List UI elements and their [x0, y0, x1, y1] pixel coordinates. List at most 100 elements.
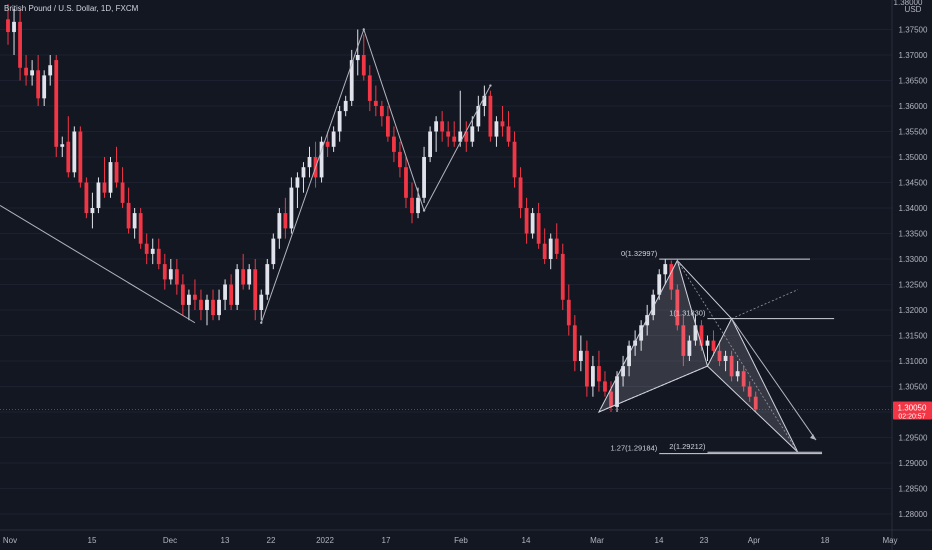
candle — [488, 95, 493, 137]
candle — [741, 371, 746, 387]
candle — [735, 371, 740, 377]
candle — [470, 126, 475, 142]
candle — [295, 177, 300, 188]
candle — [542, 243, 547, 259]
candle — [187, 294, 191, 305]
fib-level-label: 2(1.29212) — [669, 442, 706, 451]
candle-series — [6, 4, 758, 412]
harmonic-triangle-xab — [597, 259, 709, 413]
candle — [723, 355, 728, 361]
candle — [452, 136, 457, 142]
fib-level-label: 1.27(1.29184) — [611, 444, 658, 453]
price-axis-tick: 1.34000 — [899, 204, 928, 213]
price-axis-tick: 1.35000 — [899, 153, 928, 162]
candle — [307, 157, 312, 168]
candle — [289, 187, 294, 229]
pattern-dotted-leg — [676, 260, 799, 453]
candle — [217, 299, 221, 316]
candle — [476, 106, 481, 127]
candle — [603, 381, 607, 392]
time-axis-tick: 18 — [821, 536, 830, 545]
candle — [120, 182, 125, 203]
candle — [277, 213, 282, 239]
candle — [524, 208, 529, 234]
candle — [548, 238, 553, 259]
candle — [681, 325, 686, 356]
candle — [584, 350, 589, 387]
candle — [500, 121, 505, 127]
candle — [554, 238, 559, 254]
candle — [699, 325, 704, 346]
candle — [54, 60, 59, 147]
candle — [705, 340, 710, 346]
candle — [373, 100, 378, 106]
current-price-countdown: 02:20:57 — [898, 413, 925, 420]
price-axis-tick: 1.35500 — [899, 128, 928, 137]
price-axis-tick: 1.28500 — [899, 485, 928, 494]
candle — [199, 299, 203, 310]
candle — [259, 294, 264, 310]
candle — [512, 141, 517, 178]
candle — [446, 131, 451, 137]
candle — [506, 126, 511, 142]
candle — [265, 264, 270, 295]
candle — [663, 264, 668, 275]
price-axis-tick: 1.33500 — [899, 230, 928, 239]
candle — [609, 391, 613, 407]
candle — [271, 238, 276, 265]
time-axis-tick: 15 — [88, 536, 97, 545]
candle — [150, 248, 155, 254]
price-axis-tick: 1.29000 — [899, 459, 928, 468]
candle — [428, 131, 432, 157]
candle — [591, 366, 595, 387]
candle — [229, 284, 234, 305]
candle — [615, 376, 619, 407]
pivot-point — [362, 28, 365, 31]
candle — [6, 19, 10, 33]
candle — [639, 325, 644, 341]
candle — [235, 269, 240, 305]
candle — [651, 294, 656, 316]
candle — [566, 299, 571, 326]
arrow-head-icon — [810, 434, 817, 441]
price-axis-tick: 1.34500 — [899, 179, 928, 188]
harmonic-pattern-drawing[interactable] — [0, 27, 817, 453]
fib-levels[interactable]: 0(1.32997) 1(1.31830) 1.27(1.29184) 2(1.292… — [611, 249, 835, 455]
candle — [84, 182, 89, 214]
candle — [301, 167, 306, 178]
time-axis-tick: Nov — [3, 536, 17, 545]
candle — [96, 182, 101, 208]
time-axis[interactable]: Nov 15 Dec 13 22 2022 17 Feb 14 Mar 14 23 Apr 18 May — [0, 529, 932, 545]
candle — [669, 264, 674, 290]
candle — [361, 55, 366, 76]
candle — [205, 299, 209, 310]
price-axis-tick: 1.31500 — [899, 332, 928, 341]
candle — [48, 65, 53, 76]
time-axis-tick: Mar — [590, 536, 604, 545]
current-price-value: 1.30050 — [898, 403, 927, 412]
candle — [102, 182, 107, 193]
candle — [711, 340, 716, 351]
candle — [144, 243, 149, 254]
time-axis-tick: 23 — [700, 536, 709, 545]
candle — [331, 131, 336, 147]
candle — [355, 55, 360, 61]
candle — [283, 213, 288, 229]
price-axis-tick: 1.28000 — [899, 510, 928, 519]
harmonic-triangle-bcd — [706, 317, 799, 453]
candle — [747, 386, 752, 397]
price-axis-tick: 1.32000 — [899, 306, 928, 315]
candle — [627, 345, 631, 367]
time-axis-tick: May — [882, 536, 897, 545]
zigzag-line — [260, 27, 491, 323]
candle — [597, 366, 601, 382]
candle — [530, 213, 535, 234]
pivot-point — [260, 321, 263, 324]
candle — [464, 131, 469, 142]
candle — [729, 355, 734, 377]
candle — [30, 70, 35, 76]
candle — [494, 121, 499, 137]
